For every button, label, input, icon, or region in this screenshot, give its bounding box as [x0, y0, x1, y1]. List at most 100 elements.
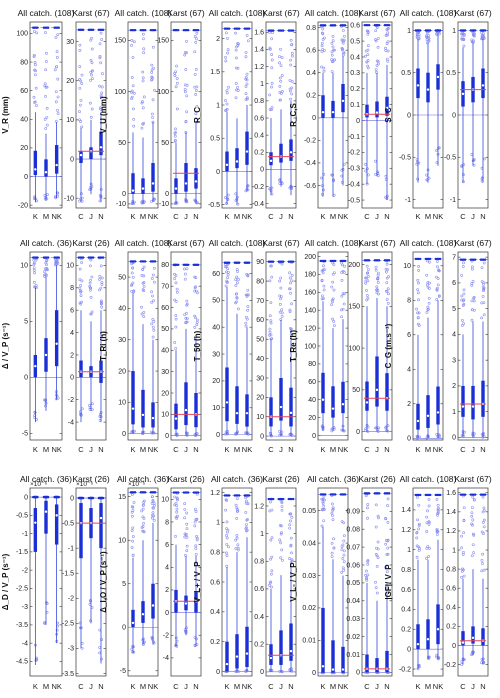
limit-point	[343, 259, 347, 263]
outlier-point	[98, 651, 102, 655]
outlier-point	[196, 120, 199, 124]
outlier-point	[482, 157, 486, 161]
box-J	[87, 496, 95, 624]
box-NK	[434, 29, 442, 166]
outlier-point	[89, 295, 93, 299]
outlier-point	[131, 107, 135, 111]
x-tick-label: C	[364, 445, 370, 454]
outlier-point	[35, 31, 39, 35]
outlier-point	[472, 308, 476, 312]
y-tick-label: 1.4	[254, 47, 264, 54]
limit-point	[227, 261, 231, 264]
iqr-box	[33, 508, 38, 552]
outlier-point	[225, 554, 229, 557]
outlier-point	[435, 275, 438, 279]
y-tick-label: 2	[165, 587, 169, 594]
outlier-point	[99, 31, 103, 35]
outlier-point	[480, 558, 484, 562]
x-tick-label: M	[234, 445, 240, 454]
outlier-point	[245, 294, 249, 298]
median-marker	[44, 353, 48, 357]
outlier-point	[33, 285, 36, 289]
outlier-point	[332, 288, 336, 292]
outlier-point	[330, 53, 334, 57]
outlier-point	[462, 44, 466, 48]
outlier-point	[174, 501, 178, 505]
outlier-point	[460, 294, 464, 298]
outlier-point	[374, 172, 377, 176]
y-tick-label: -0.2	[304, 138, 316, 145]
outlier-point	[246, 518, 249, 521]
chart-title: All catch. (36)	[20, 238, 72, 248]
outlier-point	[376, 45, 380, 49]
y-tick-label: -4	[22, 640, 28, 647]
outlier-point	[43, 82, 47, 86]
outlier-point	[269, 264, 273, 268]
outlier-point	[460, 324, 464, 327]
outlier-point	[235, 536, 239, 540]
outlier-point	[235, 517, 239, 520]
outlier-point	[78, 278, 82, 282]
outlier-point	[386, 268, 389, 271]
outlier-point	[33, 68, 36, 72]
iqr-box	[235, 386, 239, 424]
median-marker	[331, 110, 335, 114]
outlier-point	[150, 277, 154, 280]
outlier-point	[417, 324, 421, 327]
iqr-box	[194, 168, 198, 189]
outlier-point	[377, 516, 380, 520]
box-NK	[434, 257, 442, 439]
outlier-point	[340, 181, 344, 184]
y-tick-label: 0	[407, 112, 411, 119]
x-tick-label: J	[471, 682, 475, 691]
x-tick-label: N	[288, 445, 293, 454]
outlier-point	[227, 545, 230, 549]
limit-point	[133, 28, 137, 32]
outlier-point	[32, 258, 36, 262]
outlier-point	[142, 311, 146, 314]
outlier-point	[78, 626, 82, 630]
iqr-box	[426, 72, 430, 103]
outlier-point	[268, 327, 272, 331]
y-tick-label: -2.5	[16, 586, 28, 593]
outlier-point	[386, 59, 390, 63]
x-tick-label: J	[89, 682, 93, 691]
outlier-point	[342, 560, 346, 564]
y-tick-label: 0.06	[346, 562, 360, 569]
outlier-point	[132, 40, 136, 44]
plot-frame	[361, 487, 393, 677]
box-NK	[149, 260, 157, 435]
box-K	[319, 259, 327, 432]
iqr-box	[44, 500, 48, 534]
y-tick-label: 8	[165, 519, 169, 526]
y-tick-label: 0	[24, 494, 28, 501]
outlier-point	[244, 51, 248, 54]
outlier-point	[44, 404, 47, 408]
chart-title: All catch. (108)	[209, 238, 266, 248]
box-M	[42, 26, 50, 201]
outlier-point	[330, 551, 334, 555]
outlier-point	[99, 94, 103, 98]
outlier-point	[471, 280, 475, 283]
box-NK	[339, 24, 347, 186]
y-tick-label: 120	[304, 325, 316, 332]
plot-frame	[29, 251, 63, 441]
y-axis-label: V_R (mm)	[1, 96, 10, 134]
outlier-point	[321, 426, 324, 429]
median-marker	[436, 411, 440, 414]
outlier-point	[151, 273, 155, 277]
outlier-point	[331, 506, 335, 510]
limit-point	[176, 28, 180, 32]
iqr-box	[365, 381, 369, 411]
y-tick-label: 10	[118, 400, 126, 407]
y-tick-label: 0	[70, 375, 74, 382]
outlier-point	[415, 307, 419, 311]
outlier-point	[386, 504, 389, 507]
y-tick-label: 4	[407, 367, 411, 374]
box-NK	[339, 259, 347, 433]
median-marker	[55, 342, 58, 345]
outlier-point	[45, 258, 49, 262]
y-tick-label: 0.6	[210, 579, 220, 586]
